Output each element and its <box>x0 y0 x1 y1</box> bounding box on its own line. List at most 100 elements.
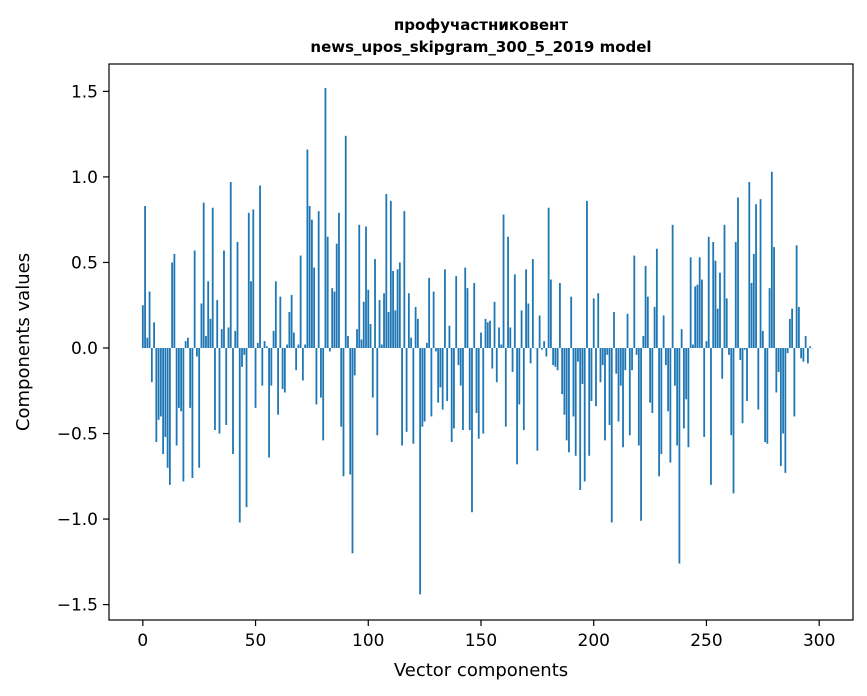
bar <box>356 329 358 348</box>
bar <box>477 347 480 439</box>
bar <box>245 347 248 508</box>
bar <box>633 255 636 348</box>
bar <box>613 312 615 348</box>
bar <box>786 347 789 354</box>
bar <box>484 318 487 348</box>
bar <box>590 347 593 402</box>
bar <box>419 347 422 595</box>
bar <box>719 272 721 348</box>
bar <box>369 324 372 348</box>
bar <box>565 347 568 441</box>
bar <box>705 341 708 348</box>
bar <box>218 347 221 434</box>
bar <box>200 303 203 348</box>
bar <box>347 336 349 348</box>
bar <box>748 182 751 348</box>
bar <box>561 347 564 395</box>
bar <box>807 347 809 364</box>
bar <box>331 288 334 348</box>
bar <box>662 315 665 348</box>
bar <box>755 204 757 348</box>
bar <box>741 347 744 424</box>
bar <box>326 236 329 348</box>
bar <box>563 347 566 415</box>
bar <box>297 344 300 348</box>
bar <box>622 347 624 448</box>
bar <box>579 347 582 490</box>
bar <box>721 347 724 379</box>
bar <box>667 347 670 412</box>
bar <box>518 347 521 405</box>
bar <box>728 347 730 355</box>
bar <box>333 291 336 348</box>
bar <box>211 207 214 348</box>
bar <box>680 329 683 348</box>
x-tick-label: 250 <box>690 631 722 651</box>
bar <box>516 347 518 465</box>
bar <box>779 347 782 467</box>
y-tick-label: −0.5 <box>57 425 98 445</box>
bar <box>313 267 316 348</box>
bar <box>164 347 167 437</box>
bar <box>655 248 658 348</box>
bar <box>238 347 241 523</box>
bar <box>205 336 207 348</box>
bar <box>768 288 771 348</box>
bar <box>450 347 453 443</box>
bar <box>570 296 573 348</box>
x-tick-label: 100 <box>352 631 384 651</box>
bar <box>766 347 769 444</box>
bar <box>696 284 699 348</box>
bar <box>214 347 216 431</box>
bar <box>171 262 174 348</box>
bar <box>608 347 611 425</box>
bar <box>263 341 266 348</box>
bar <box>746 347 748 402</box>
bar <box>196 347 198 357</box>
bar <box>491 347 494 369</box>
bar <box>793 347 796 417</box>
bar <box>568 347 570 453</box>
bar <box>259 185 261 348</box>
bar <box>464 267 467 348</box>
bar <box>317 211 320 348</box>
bar <box>649 347 651 403</box>
bar <box>338 212 340 348</box>
bar <box>462 347 464 431</box>
bar <box>694 286 697 348</box>
bar <box>227 327 230 348</box>
x-tick-label: 150 <box>465 631 497 651</box>
x-tick-label: 200 <box>578 631 610 651</box>
bar <box>610 347 613 523</box>
bar <box>725 298 728 348</box>
bar <box>604 347 606 441</box>
bar <box>202 202 205 348</box>
bar <box>283 347 286 393</box>
bar <box>619 347 622 386</box>
bar <box>586 200 588 348</box>
bar <box>306 149 309 348</box>
bar <box>500 344 503 348</box>
bar <box>360 339 363 348</box>
bar <box>374 259 376 348</box>
bar <box>784 347 787 473</box>
bar <box>358 224 361 348</box>
bar <box>353 347 356 376</box>
bar <box>446 347 449 402</box>
bar <box>538 315 541 348</box>
bar <box>383 293 385 348</box>
bar <box>468 347 471 431</box>
bar <box>764 347 766 443</box>
bar <box>601 347 604 366</box>
bar <box>392 271 394 348</box>
bar <box>723 224 726 348</box>
axes-group: 0 50 100 150 200 250 300 −1.5 −1.0 −0.5 0.0 0.5 1.0 1… <box>57 63 854 651</box>
bar <box>658 347 661 477</box>
bar <box>277 347 279 415</box>
bar <box>159 347 162 417</box>
bar <box>673 347 676 386</box>
bar <box>757 347 760 410</box>
bar <box>592 298 595 348</box>
bar <box>791 308 794 348</box>
